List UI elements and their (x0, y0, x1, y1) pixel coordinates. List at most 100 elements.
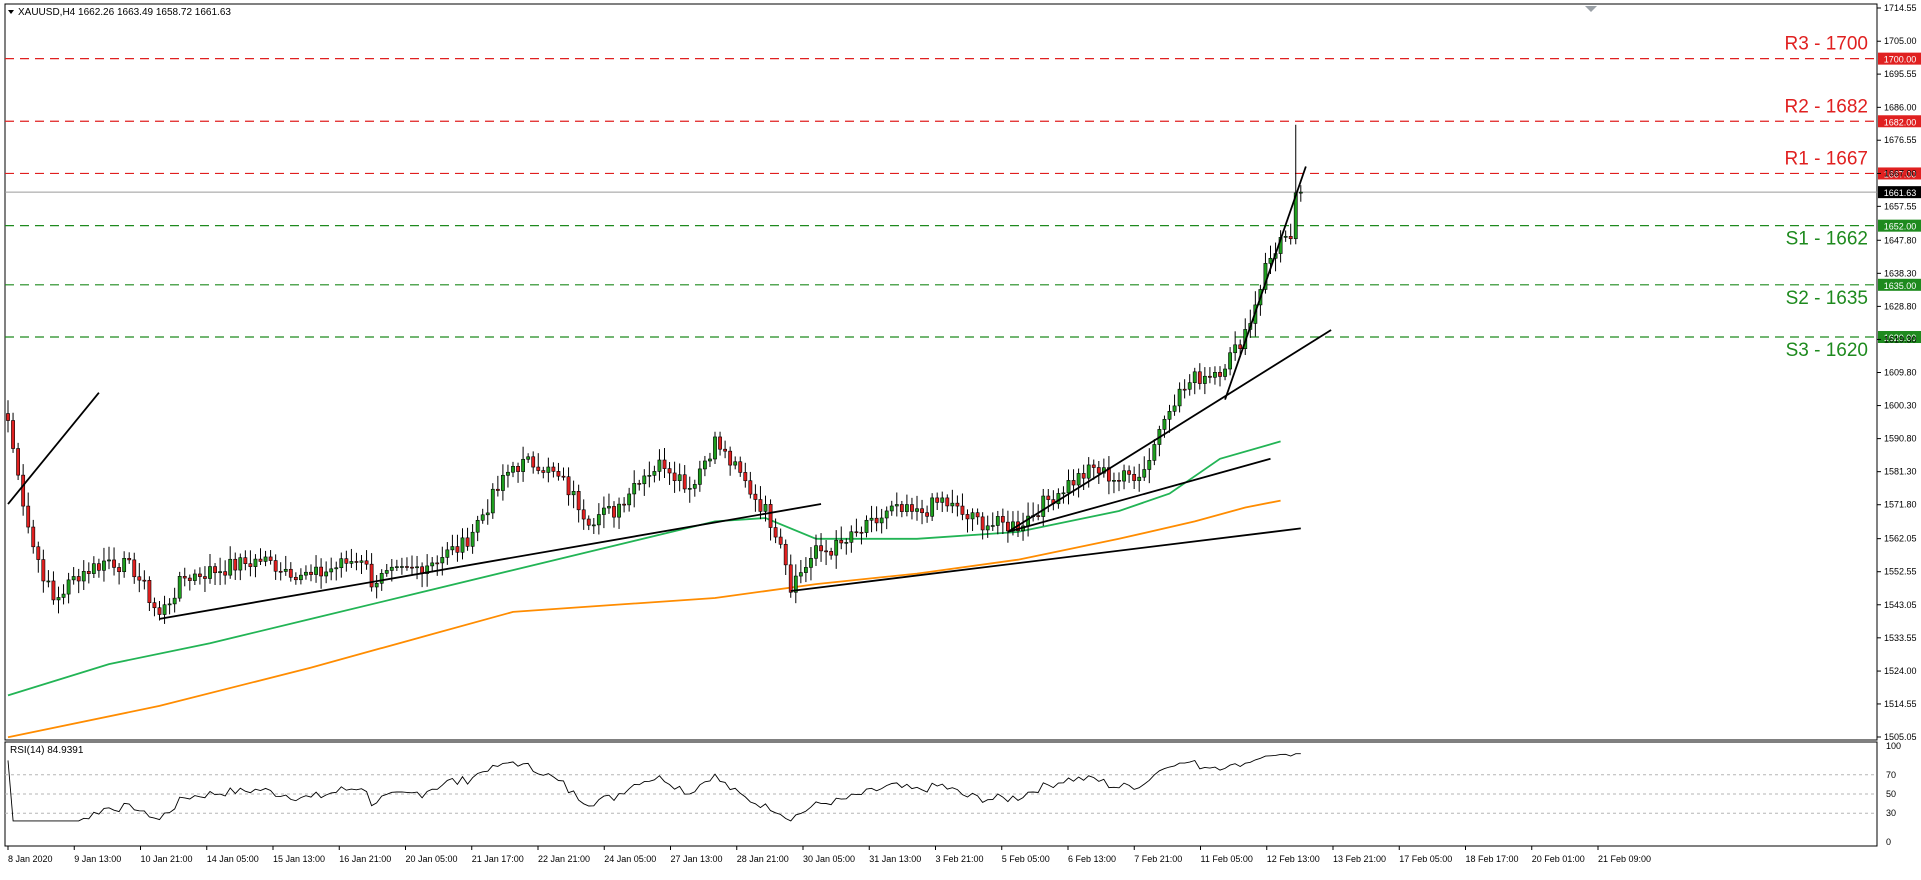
candle-body (1187, 382, 1192, 390)
shift-marker-icon[interactable] (1585, 6, 1597, 12)
candle-body (824, 550, 829, 553)
candle (1122, 464, 1126, 490)
candle-body (1228, 352, 1233, 370)
candle (213, 563, 217, 585)
candle (46, 570, 51, 588)
candle (859, 526, 864, 545)
candle (1197, 363, 1202, 390)
time-tick-label: 5 Feb 05:00 (1002, 854, 1050, 864)
time-tick-label: 12 Feb 13:00 (1267, 854, 1320, 864)
candle (51, 571, 56, 605)
candle (904, 494, 909, 517)
candle (1298, 185, 1303, 202)
candle-body (763, 504, 768, 512)
candle (142, 570, 147, 590)
candle-body (425, 565, 430, 574)
price-tick-label: 1686.00 (1884, 102, 1917, 112)
candle (506, 464, 510, 488)
candle (728, 446, 733, 476)
candle (1132, 466, 1137, 490)
candle (1208, 367, 1212, 384)
time-tick-label: 11 Feb 05:00 (1201, 854, 1253, 864)
candle (1107, 456, 1111, 495)
candle (198, 567, 202, 585)
candle-body (1162, 418, 1167, 430)
candle-body (445, 549, 450, 558)
candle (1096, 460, 1101, 484)
candle (571, 480, 576, 509)
time-tick-label: 15 Jan 13:00 (273, 854, 325, 864)
candle (56, 586, 61, 614)
candle-body (314, 566, 318, 575)
time-tick-label: 17 Feb 05:00 (1399, 854, 1452, 864)
candle-body (591, 524, 596, 527)
candle (925, 505, 930, 523)
candle-body (829, 551, 834, 556)
candle-body (1117, 479, 1121, 482)
candle (152, 597, 157, 617)
rsi-tick-label: 0 (1886, 837, 1891, 847)
candle-body (637, 483, 642, 485)
level-tag-text-2: 1667.00 (1884, 169, 1917, 179)
candle (637, 479, 642, 491)
candle (31, 519, 36, 554)
candle-body (81, 571, 86, 582)
candle (455, 534, 460, 562)
candle (364, 550, 369, 570)
candle (1046, 489, 1051, 513)
candle-body (97, 563, 101, 571)
candle (834, 530, 839, 569)
level-tag-5 (1878, 331, 1921, 344)
candle-body (511, 465, 515, 473)
candle-body (864, 519, 869, 533)
level-tag-1 (1878, 115, 1921, 128)
candle (177, 571, 182, 602)
candle (713, 431, 717, 465)
candle-body (965, 514, 970, 520)
candle-body (743, 472, 748, 482)
candle-body (470, 531, 475, 547)
level-tag-text-5: 1620.00 (1884, 333, 1917, 343)
candle (531, 451, 536, 474)
candle (536, 453, 541, 475)
candle (874, 506, 879, 532)
current-price-tag-text: 1661.63 (1884, 188, 1917, 198)
candle (21, 464, 26, 516)
candle-body (233, 558, 238, 571)
candle-body (122, 558, 127, 573)
candle (334, 561, 339, 581)
candle-body (708, 458, 712, 462)
candle-body (71, 576, 76, 581)
candle (268, 550, 273, 565)
candle-body (536, 466, 541, 471)
level-tag-2 (1878, 167, 1921, 180)
candle (995, 510, 1000, 535)
candle (511, 461, 515, 478)
candle-body (344, 558, 349, 564)
candle (738, 456, 743, 477)
candle-body (374, 582, 379, 588)
candle (117, 563, 122, 585)
price-tick-label: 1628.80 (1884, 301, 1917, 311)
candle-body (61, 593, 66, 598)
candle-body (889, 505, 894, 512)
candle-body (394, 566, 399, 568)
candle-body (410, 566, 414, 569)
candle-body (354, 561, 359, 563)
candle (586, 515, 591, 531)
time-tick-label: 7 Feb 21:00 (1134, 854, 1182, 864)
candle (324, 561, 329, 584)
candle-body (137, 576, 142, 581)
candle (435, 555, 440, 576)
candle (935, 492, 940, 511)
candle-body (107, 559, 111, 562)
candle-body (36, 546, 41, 560)
candle (1066, 469, 1071, 505)
candle (61, 584, 66, 605)
rsi-layer: 100 70 50 30 0 (5, 741, 1901, 847)
menu-triangle-icon[interactable] (8, 10, 14, 14)
candle-body (1071, 480, 1076, 486)
candle-body (31, 526, 36, 548)
